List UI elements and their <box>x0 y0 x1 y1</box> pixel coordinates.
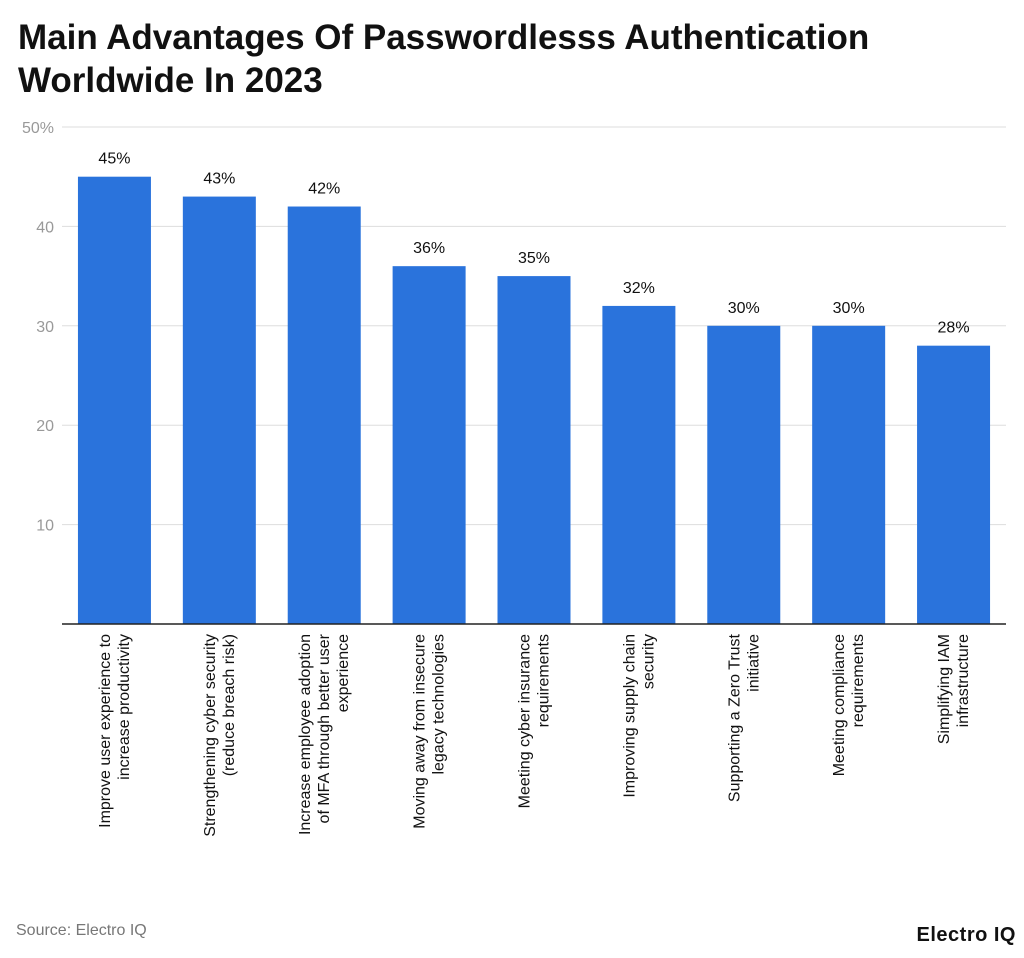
x-tick-label: Strengthening cyber security (reduce brea… <box>202 634 238 837</box>
bar-chart: 10 20 30 40 50% 45% Improve user experience to… <box>22 120 1006 837</box>
bar <box>812 325 886 624</box>
bar <box>77 176 151 624</box>
y-tick-label: 40 <box>36 219 54 236</box>
data-label: 28% <box>938 320 970 337</box>
y-tick-label: 50% <box>22 120 54 137</box>
data-label: 43% <box>203 171 235 188</box>
data-label: 32% <box>623 280 655 297</box>
data-label: 42% <box>308 181 340 198</box>
bar <box>602 305 676 624</box>
bar <box>392 266 466 624</box>
x-tick-label: Simplifying IAM infrastructure <box>936 634 972 744</box>
data-label: 30% <box>833 300 865 317</box>
y-tick-label: 20 <box>36 418 54 435</box>
x-tick-label: Meeting compliance requirements <box>831 634 867 776</box>
bar <box>287 206 361 624</box>
data-label: 30% <box>728 300 760 317</box>
source-note: Source: Electro IQ <box>16 922 147 939</box>
chart-title: Main Advantages Of Passwordlesss Authent… <box>18 18 870 100</box>
bar <box>917 345 991 624</box>
x-tick-label: Meeting cyber insurance requirements <box>517 634 553 808</box>
x-tick-label: Improve user experience to increase produ… <box>97 634 133 828</box>
bar <box>182 196 256 624</box>
x-tick-label: Moving away from insecure legacy technolo… <box>412 634 448 829</box>
y-tick-label: 30 <box>36 319 54 336</box>
x-tick-label: Supporting a Zero Trust initiative <box>726 633 762 802</box>
x-tick-label: Improving supply chain security <box>621 634 657 798</box>
data-label: 36% <box>413 240 445 257</box>
data-label: 35% <box>518 250 550 267</box>
x-tick-label: Increase employee adoption of MFA through… <box>297 633 352 835</box>
data-label: 45% <box>98 151 130 168</box>
bar <box>497 276 571 624</box>
bar <box>707 325 781 624</box>
brand-logo: Electro IQ <box>916 924 1016 946</box>
y-tick-label: 10 <box>36 518 54 535</box>
